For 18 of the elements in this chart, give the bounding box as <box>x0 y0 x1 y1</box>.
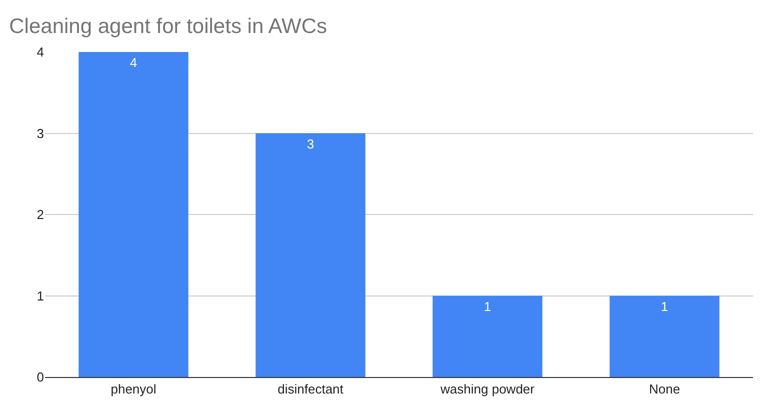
x-tick-label: washing powder <box>440 382 536 397</box>
y-tick-label: 4 <box>36 44 44 60</box>
bar <box>432 296 542 377</box>
chart-title: Cleaning agent for toilets in AWCs <box>9 14 328 38</box>
data-label: 4 <box>130 55 138 70</box>
bar <box>256 133 366 377</box>
data-label: 1 <box>660 298 668 314</box>
x-tick-label: disinfectant <box>278 382 344 397</box>
bar <box>610 296 720 377</box>
data-label: 3 <box>306 136 314 152</box>
x-tick-label: None <box>648 382 680 397</box>
y-tick-label: 1 <box>36 288 44 304</box>
y-tick-label: 2 <box>36 207 44 222</box>
data-label: 1 <box>484 298 492 314</box>
bar <box>78 52 188 377</box>
x-tick-label: phenyol <box>110 382 156 397</box>
y-tick-label: 3 <box>36 126 44 141</box>
y-tick-label: 0 <box>36 370 44 385</box>
